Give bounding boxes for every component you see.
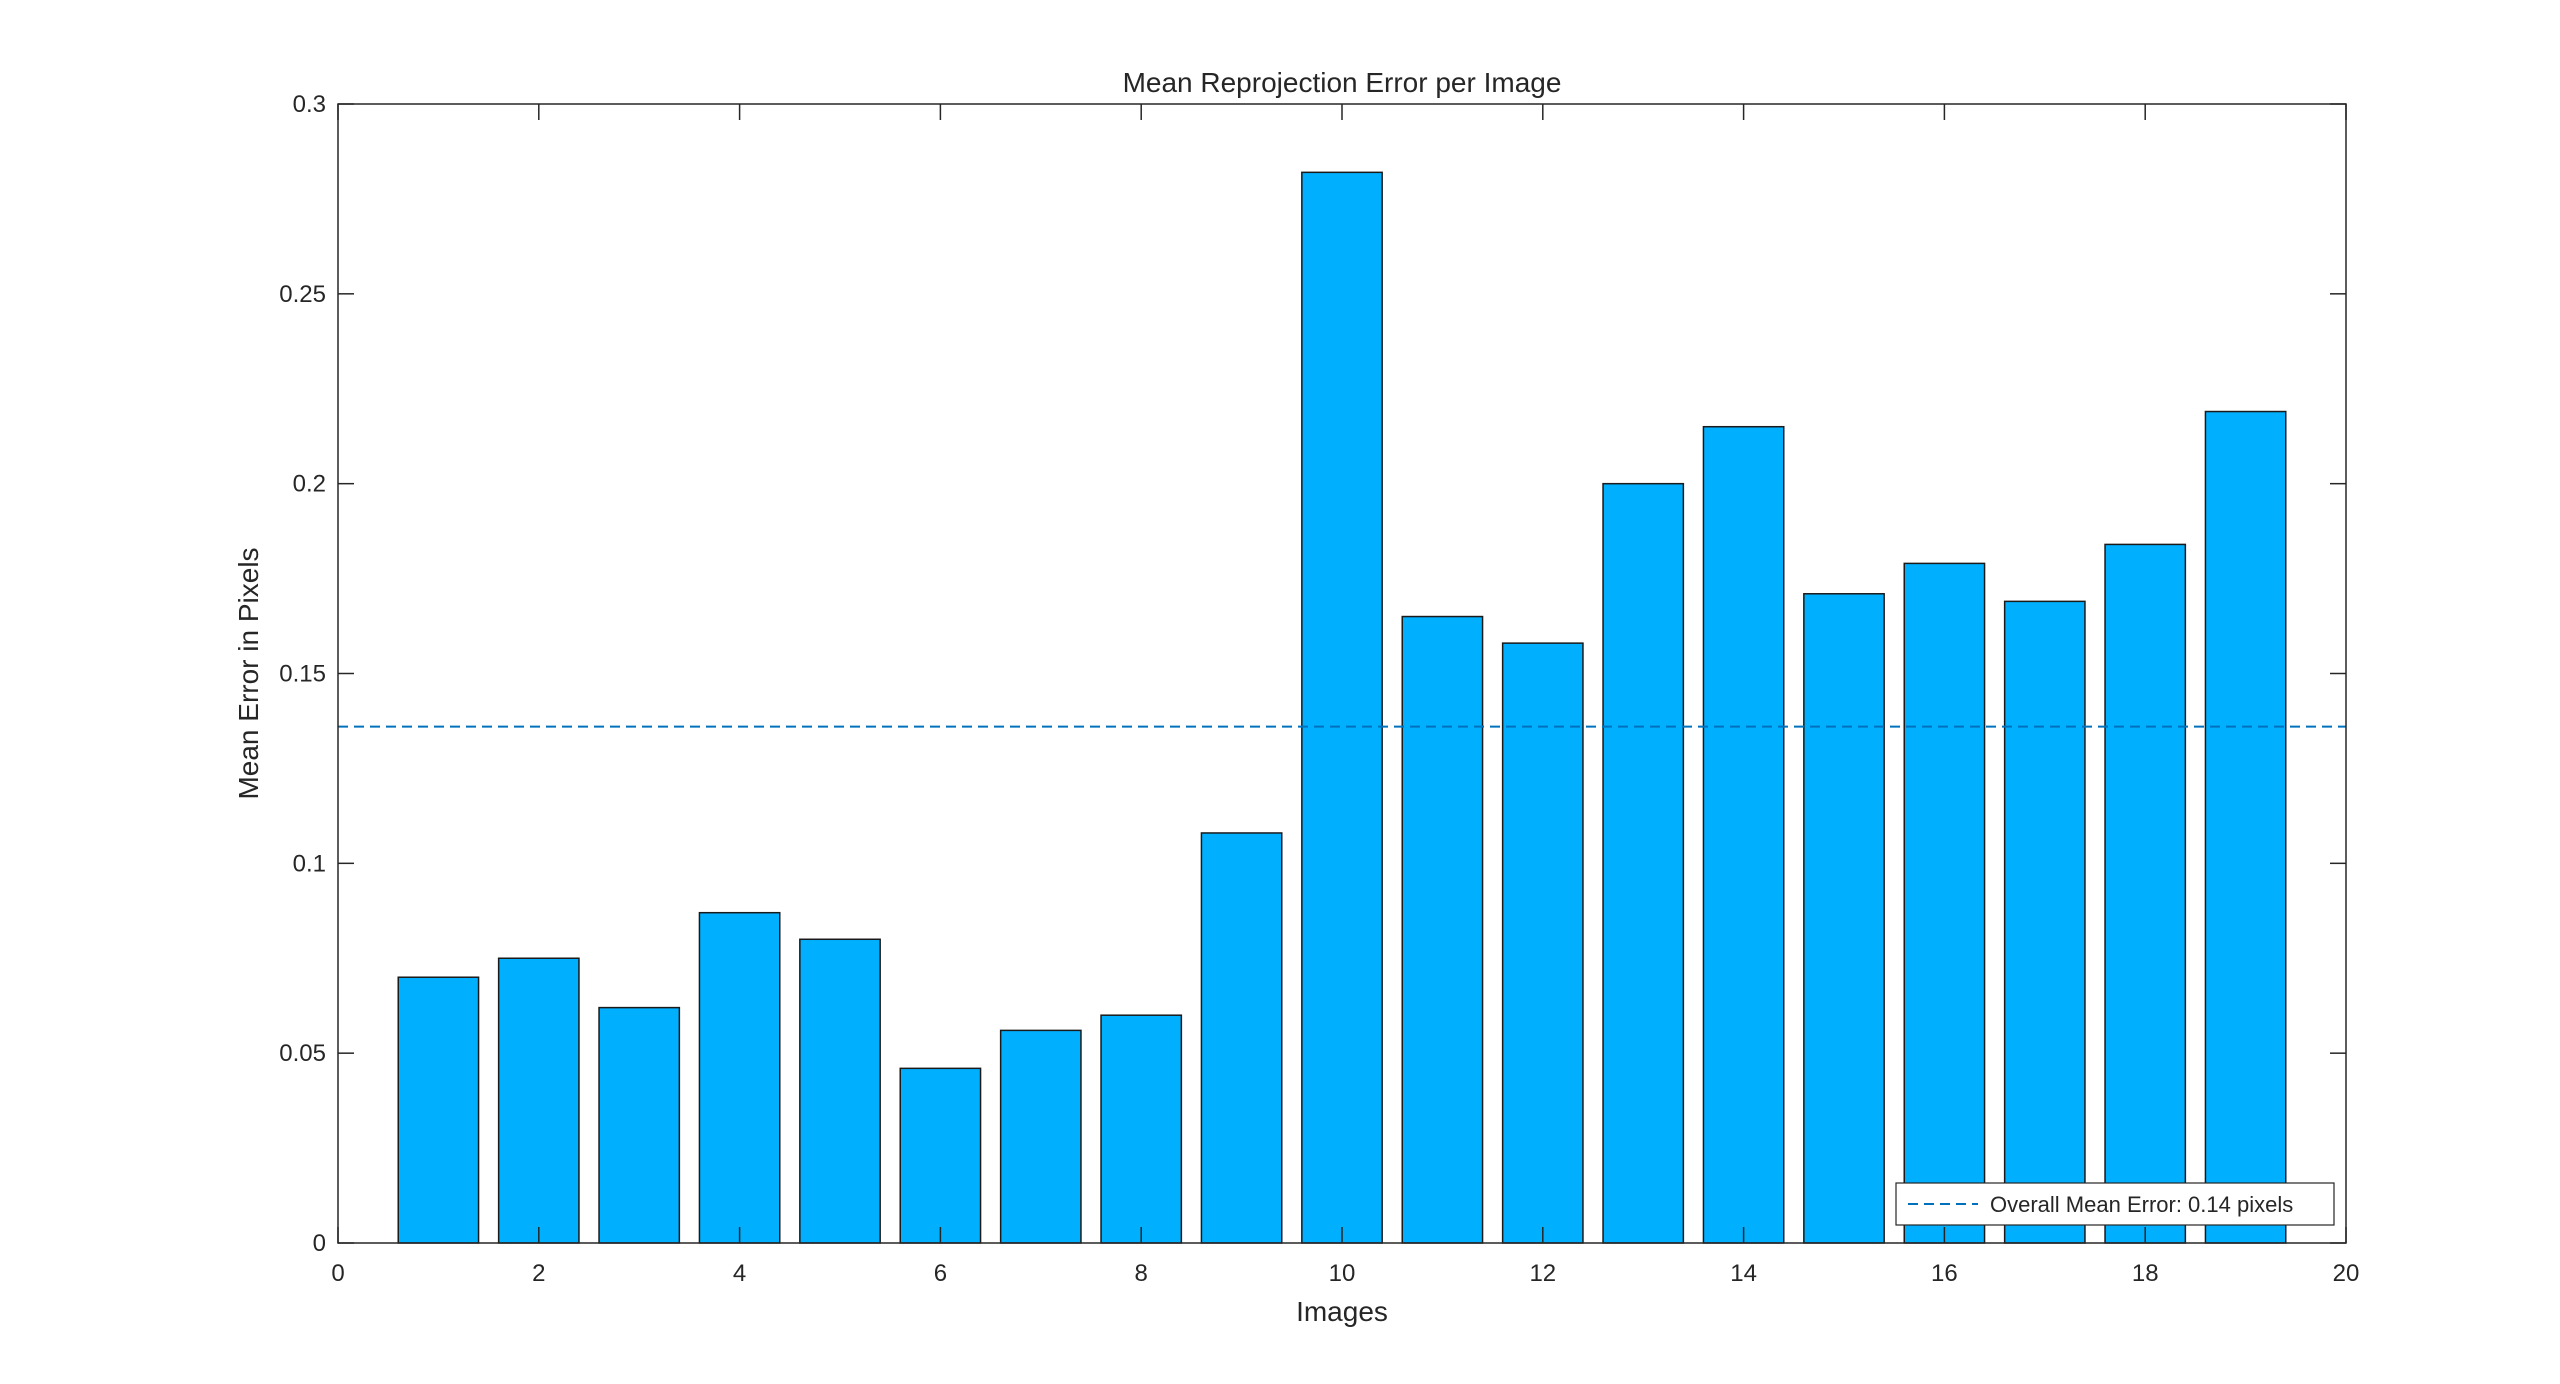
bar-image-5 [799, 938, 881, 1244]
x-tick-label: 4 [733, 1260, 746, 1287]
bar-image-9 [1200, 832, 1283, 1244]
bar-image-15 [1803, 593, 1885, 1244]
bar-image-10 [1301, 171, 1383, 1244]
x-tick-label: 10 [1329, 1260, 1356, 1287]
y-tick-label: 0.25 [279, 281, 326, 308]
bar-image-1 [397, 976, 480, 1244]
bar-image-12 [1501, 642, 1584, 1244]
x-axis-title: Images [1296, 1296, 1388, 1327]
bars-layer [397, 171, 2287, 1244]
bar-image-2 [497, 957, 580, 1244]
x-tick-label: 12 [1529, 1260, 1556, 1287]
x-tick-label: 0 [331, 1260, 344, 1287]
bar-image-16 [1903, 562, 1986, 1244]
bar-image-3 [598, 1006, 681, 1244]
x-tick-label: 14 [1730, 1260, 1757, 1287]
y-axis-title: Mean Error in Pixels [233, 547, 264, 799]
bar-image-17 [2003, 600, 2086, 1244]
bar-image-4 [698, 911, 781, 1244]
x-tick-label: 16 [1931, 1260, 1958, 1287]
x-tick-label: 18 [2132, 1260, 2159, 1287]
chart-title: Mean Reprojection Error per Image [1123, 67, 1562, 98]
axes-layer: 0 2 4 6 8 10 12 14 16 18 20 0 0.05 0.1 0.15 0.2 0.25 0.3 [279, 91, 2359, 1287]
bar-image-19 [2204, 410, 2287, 1244]
y-tick-label: 0.3 [293, 91, 326, 118]
bar-image-11 [1401, 615, 1484, 1244]
x-tick-label: 20 [2333, 1260, 2360, 1287]
x-tick-label: 8 [1135, 1260, 1148, 1287]
x-tick-label: 2 [532, 1260, 545, 1287]
x-tick-label: 6 [934, 1260, 947, 1287]
bar-image-14 [1702, 425, 1785, 1244]
y-tick-label: 0 [313, 1230, 326, 1257]
legend-label-mean: Overall Mean Error: 0.14 pixels [1990, 1192, 2293, 1217]
bar-image-6 [899, 1067, 982, 1244]
y-tick-label: 0.1 [293, 850, 326, 877]
legend-box [1895, 1182, 2335, 1226]
y-tick-label: 0.05 [279, 1040, 326, 1067]
bar-image-8 [1100, 1014, 1183, 1244]
y-tick-label: 0.2 [293, 471, 326, 498]
bar-image-13 [1602, 482, 1685, 1244]
legend: Overall Mean Error: 0.14 pixels [1895, 1182, 2335, 1226]
bar-image-7 [999, 1029, 1082, 1244]
y-tick-label: 0.15 [279, 661, 326, 688]
bar-image-18 [2104, 543, 2187, 1244]
